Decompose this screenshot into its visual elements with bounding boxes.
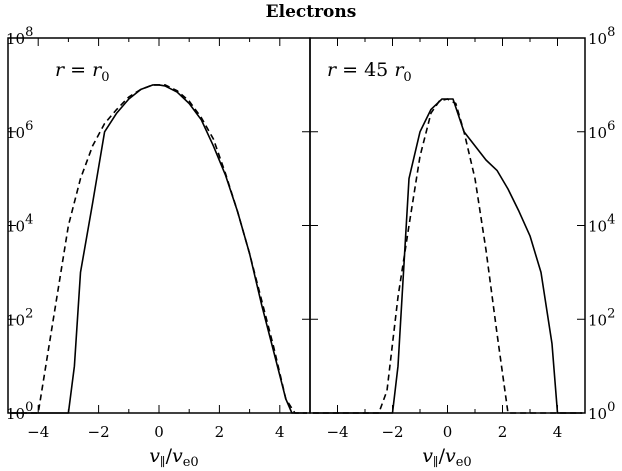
panel-r45-annotation: r = 45 r0 xyxy=(327,59,412,85)
panel-0-dashed-curve xyxy=(11,84,307,414)
panel-0-xtick-label-neg2: −2 xyxy=(88,423,110,441)
panel-0-frame xyxy=(7,37,311,414)
panel-r45: r = 45 r0 −4 −2 0 2 4 xyxy=(309,37,586,441)
panel-0-xtick-label-neg4: −4 xyxy=(27,423,49,441)
panel-r0-annotation: r = r0 xyxy=(55,59,109,85)
left-ytick-label-1: 100 xyxy=(6,400,33,423)
right-ytick-label-1000000: 106 xyxy=(588,119,615,142)
right-ytick-label-100: 102 xyxy=(588,306,615,329)
panel-r0-xlabel: v∥/ve0 xyxy=(149,445,198,470)
right-y-axis: 100 102 104 106 108 xyxy=(588,25,615,423)
chart-title: Electrons xyxy=(266,2,357,22)
left-ytick-label-1000000: 106 xyxy=(6,119,33,142)
panel-1-xtick-label-4: 4 xyxy=(553,423,563,441)
left-y-axis: 100 102 104 106 108 xyxy=(6,25,33,423)
right-ytick-label-10000: 104 xyxy=(588,213,615,236)
panel-0-xtick-label-2: 2 xyxy=(215,423,225,441)
left-ytick-label-100000000: 108 xyxy=(6,25,33,48)
panel-1-xtick-label-2: 2 xyxy=(498,423,508,441)
right-ytick-label-1: 100 xyxy=(588,400,615,423)
panel-1-xtick-label-neg4: −4 xyxy=(326,423,348,441)
right-ytick-label-100000000: 108 xyxy=(588,25,615,48)
panel-0-xtick-label-0: 0 xyxy=(154,423,164,441)
panel-1-xtick-label-neg2: −2 xyxy=(381,423,403,441)
panel-1-dashed-curve xyxy=(312,98,583,414)
left-ytick-label-100: 102 xyxy=(6,306,33,329)
panel-r45-xlabel: v∥/ve0 xyxy=(422,445,471,470)
left-ytick-label-10000: 104 xyxy=(6,213,33,236)
panel-0-solid-curve xyxy=(11,84,307,414)
panel-1-frame xyxy=(309,37,586,414)
panel-0-xtick-label-4: 4 xyxy=(275,423,285,441)
panel-1-xtick-label-0: 0 xyxy=(443,423,453,441)
panel-r0: r = r0 −4 −2 0 2 4 xyxy=(7,37,311,441)
panel-1-solid-curve xyxy=(312,98,583,414)
